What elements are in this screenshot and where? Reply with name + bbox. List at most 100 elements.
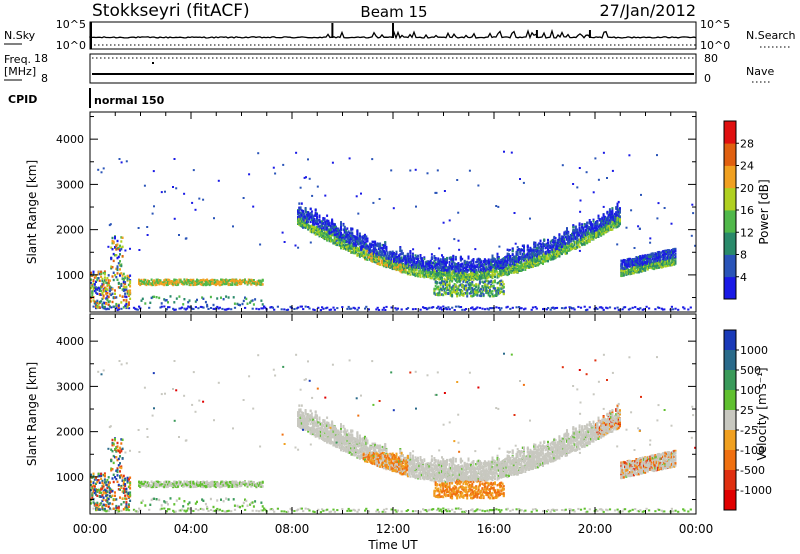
scatter-cell <box>425 308 428 311</box>
scatter-cell <box>398 263 401 267</box>
scatter-cell <box>600 306 603 309</box>
scatter-cell <box>483 308 487 311</box>
scatter-cell <box>600 232 603 235</box>
scatter-cell <box>548 255 551 258</box>
scatter-cell <box>446 279 448 282</box>
scatter-cell <box>634 262 637 265</box>
scatter-cell <box>486 260 489 263</box>
scatter-cell <box>456 264 459 267</box>
scatter-cell <box>578 222 581 225</box>
scatter-cell <box>478 263 481 267</box>
scatter-cell <box>552 257 555 260</box>
scatter-cell <box>390 258 393 262</box>
scatter-cell <box>635 260 638 263</box>
scatter-cell <box>465 276 467 279</box>
nsky-tick-top-left: 10^5 <box>56 18 86 31</box>
scatter-cell <box>350 228 353 231</box>
scatter-cell <box>389 266 392 269</box>
scatter-cell <box>453 269 456 272</box>
scatter-cell <box>400 269 403 272</box>
scatter-cell <box>536 259 539 262</box>
scatter-cell <box>637 259 640 263</box>
scatter-cell <box>549 246 552 250</box>
scatter-cell <box>332 239 335 242</box>
scatter-cell <box>319 230 322 233</box>
scatter-cell <box>627 270 630 273</box>
scatter-cell <box>430 306 434 309</box>
scatter-cell <box>385 258 388 262</box>
scatter-cell <box>358 247 361 250</box>
scatter-cell <box>382 254 385 257</box>
scatter-cell <box>457 274 460 277</box>
scatter-cell <box>526 261 529 264</box>
scatter-cell <box>347 233 350 236</box>
scatter-cell <box>305 224 308 228</box>
scatter-cell <box>447 275 450 279</box>
scatter-cell <box>318 233 321 237</box>
scatter-cell <box>375 308 378 311</box>
scatter-cell <box>572 234 575 238</box>
freq-unit-label: [MHz] <box>4 65 36 78</box>
scatter-cell <box>640 261 643 264</box>
scatter-cell <box>380 250 383 254</box>
scatter-cell <box>406 307 410 310</box>
scatter-cell <box>322 222 325 225</box>
scatter-cell <box>356 252 359 256</box>
scatter-cell <box>350 234 353 237</box>
scatter-cell <box>507 270 510 273</box>
scatter-cell <box>377 309 381 311</box>
scatter-cell <box>438 264 441 267</box>
scatter-cell <box>597 216 600 219</box>
scatter-cell <box>472 265 475 268</box>
scatter-cell <box>369 242 371 245</box>
scatter-cell <box>399 258 402 261</box>
scatter-cell <box>550 246 553 249</box>
scatter-cell <box>329 228 332 232</box>
scatter-cell <box>602 223 605 227</box>
scatter-cell <box>505 264 508 267</box>
scatter-cell <box>194 306 197 309</box>
scatter-cell <box>621 308 624 311</box>
scatter-cell <box>515 250 518 254</box>
scatter-cell <box>443 262 446 265</box>
scatter-cell <box>350 231 353 234</box>
scatter-cell <box>312 222 315 225</box>
scatter-cell <box>563 307 566 310</box>
scatter-cell <box>476 306 479 309</box>
scatter-cell <box>607 224 610 228</box>
scatter-cell <box>545 254 548 258</box>
scatter-cell <box>192 308 195 310</box>
scatter-cell <box>468 261 471 264</box>
scatter-cell <box>506 257 509 260</box>
scatter-cell <box>596 224 599 227</box>
scatter-cell <box>471 265 474 268</box>
scatter-cell <box>454 263 457 266</box>
scatter-cell <box>442 257 445 260</box>
scatter-cell <box>185 307 189 310</box>
scatter-cell <box>390 261 393 264</box>
scatter-cell <box>309 225 312 228</box>
scatter-cell <box>530 259 533 262</box>
scatter-cell <box>323 224 326 227</box>
scatter-cell <box>475 275 478 278</box>
scatter-cell <box>617 200 620 204</box>
scatter-cell <box>529 259 532 263</box>
scatter-cell <box>555 242 558 245</box>
scatter-cell <box>448 256 451 260</box>
scatter-cell <box>602 221 605 225</box>
scatter-cell <box>331 233 334 237</box>
scatter-cell <box>593 226 596 229</box>
scatter-cell <box>351 234 354 237</box>
scatter-cell <box>607 228 610 232</box>
scatter-cell <box>631 264 634 268</box>
scatter-cell <box>543 254 546 257</box>
scatter-cell <box>384 262 387 265</box>
scatter-cell <box>374 255 377 259</box>
scatter-cell <box>419 273 422 277</box>
scatter-cell <box>578 245 581 249</box>
scatter-cell <box>390 263 393 267</box>
scatter-cell <box>374 240 377 243</box>
scatter-cell <box>449 277 452 280</box>
scatter-cell <box>326 214 329 217</box>
scatter-cell <box>566 231 568 234</box>
